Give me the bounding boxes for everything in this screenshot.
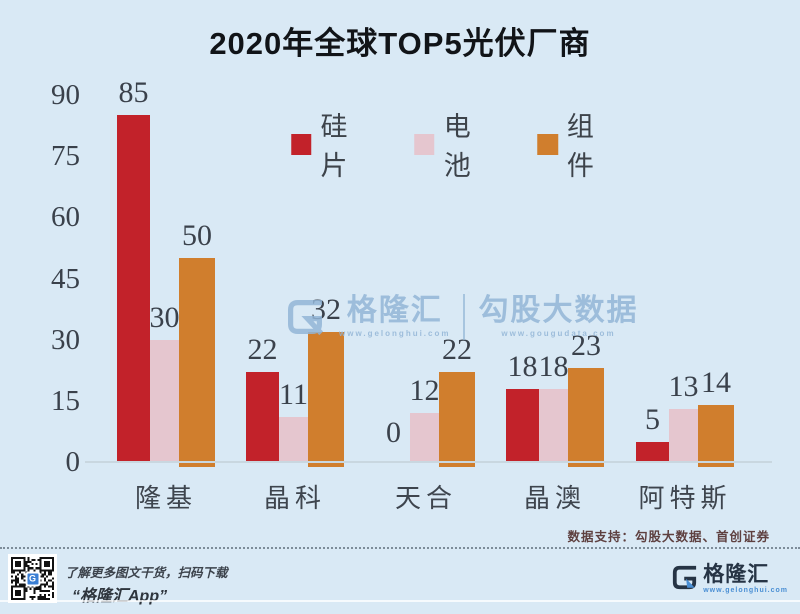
value-label: 85 [118, 76, 149, 109]
gelonghui-logo-text: 格隆汇 [703, 563, 770, 586]
data-source-note: 数据支持：勾股大数据、首创证券 [567, 530, 770, 544]
legend-item-组件: 组件 [537, 105, 628, 183]
bar-slot: 32 [308, 95, 344, 467]
legend-label: 组件 [566, 112, 598, 181]
legend-swatch-icon [537, 133, 558, 155]
bar-组件-晶澳 [568, 368, 604, 467]
bar-group-1: 85 30 50 [117, 78, 215, 467]
qr-code: G [8, 554, 57, 603]
bar-group-2: 22 11 32 [246, 95, 344, 467]
bar-slot: 50 [179, 95, 215, 467]
x-axis-category-label: 阿特斯 [638, 484, 732, 513]
watermark-brand-url: www.gelonghui.com [339, 329, 451, 338]
value-label: 22 [247, 333, 278, 366]
y-axis-tick-label: 45 [51, 262, 80, 295]
watermark-brand: 格隆汇 [346, 294, 443, 327]
bar-电池-隆基 [150, 340, 179, 462]
x-axis-category-label: 天合 [394, 484, 457, 513]
gelonghui-logo-icon [673, 565, 697, 590]
y-axis-tick-label: 60 [51, 201, 80, 234]
app-name-caption: “格隆汇App” [72, 588, 168, 605]
bar-slot: 85 [117, 78, 150, 462]
legend-item-硅片: 硅片 [290, 105, 382, 183]
bar-电池-天合 [410, 413, 439, 462]
bar-组件-天合 [439, 372, 475, 467]
watermark: 格隆汇 www.gelonghui.com 勾股大数据 www.gougudat… [284, 294, 638, 340]
value-label: 23 [571, 329, 601, 362]
value-label: 22 [442, 333, 472, 366]
watermark-partner-url: www.gougudata.com [501, 329, 616, 338]
gelonghui-watermark-icon [288, 300, 324, 336]
footer-divider [0, 547, 800, 549]
bar-slot: 22 [246, 95, 279, 462]
legend-label: 硅片 [320, 112, 352, 181]
x-axis-category-label: 晶科 [263, 484, 326, 513]
value-label: 30 [149, 301, 180, 334]
bar-电池-晶科 [279, 417, 308, 462]
bar-组件-隆基 [179, 258, 215, 467]
bar-slot: 13 [668, 95, 699, 462]
value-label: 18 [538, 350, 569, 383]
bar-slot: 18 [506, 95, 539, 462]
y-axis-tick-label: 0 [65, 446, 81, 478]
bar-组件-晶科 [308, 332, 344, 467]
value-label: 11 [279, 378, 308, 411]
bar-group-5: 5 13 14 [636, 95, 734, 467]
y-axis-tick-label: 15 [51, 384, 80, 417]
y-axis-tick-label: 30 [51, 323, 80, 356]
bar-slot: 11 [279, 95, 308, 462]
legend-swatch-icon [290, 133, 312, 155]
value-label: 12 [409, 374, 440, 407]
x-axis-line [85, 461, 772, 463]
watermark-partner: 勾股大数据 [478, 294, 639, 327]
legend-swatch-icon [413, 133, 435, 155]
gelonghui-logo-url: www.gelonghui.com [703, 587, 788, 594]
x-axis-category-label: 隆基 [134, 484, 197, 513]
bar-slot: 18 [538, 95, 569, 462]
value-label: 50 [182, 219, 212, 252]
bar-电池-晶澳 [539, 389, 568, 462]
y-axis-tick-label: 90 [51, 79, 80, 111]
value-label: 18 [507, 350, 538, 383]
bar-slot: 0 [377, 95, 410, 462]
qr-caption: 了解更多图文干货，扫码下载 [65, 566, 228, 580]
plot-area: 硅片 电池 组件 85 30 50 隆基 22 11 32 晶科 0 12 22 天合 18 18 23 晶澳 5 1… [85, 78, 772, 513]
x-axis-category-label: 晶澳 [523, 484, 586, 513]
bar-电池-阿特斯 [669, 409, 698, 462]
legend-label: 电池 [443, 112, 475, 181]
gelonghui-logo: 格隆汇 www.gelonghui.com [671, 564, 788, 594]
bar-硅片-晶科 [246, 372, 279, 462]
bar-slot: 30 [149, 95, 180, 462]
y-axis-tick-label: 75 [51, 140, 80, 173]
bar-硅片-晶澳 [506, 389, 539, 462]
bar-slot: 22 [439, 95, 475, 467]
bar-硅片-阿特斯 [636, 442, 669, 462]
bottom-divider [0, 600, 800, 602]
bar-组件-阿特斯 [698, 405, 734, 467]
bar-硅片-隆基 [117, 115, 150, 462]
legend-item-电池: 电池 [413, 105, 505, 183]
chart-legend: 硅片 电池 组件 [290, 105, 629, 183]
qr-code-icon [11, 557, 54, 600]
bar-slot: 5 [636, 95, 669, 462]
value-label: 0 [386, 416, 401, 449]
qr-center-logo-icon: G [25, 571, 40, 586]
watermark-divider [463, 294, 466, 340]
bar-slot: 12 [409, 95, 440, 462]
bar-slot: 14 [698, 95, 734, 467]
value-label: 13 [668, 370, 699, 403]
chart-title: 2020年全球TOP5光伏厂商 [209, 26, 591, 61]
bar-group-3: 0 12 22 [377, 95, 475, 467]
value-label: 14 [701, 366, 731, 399]
value-label: 5 [645, 403, 660, 436]
bar-group-4: 18 18 23 [506, 95, 604, 467]
bar-slot: 23 [568, 95, 604, 467]
